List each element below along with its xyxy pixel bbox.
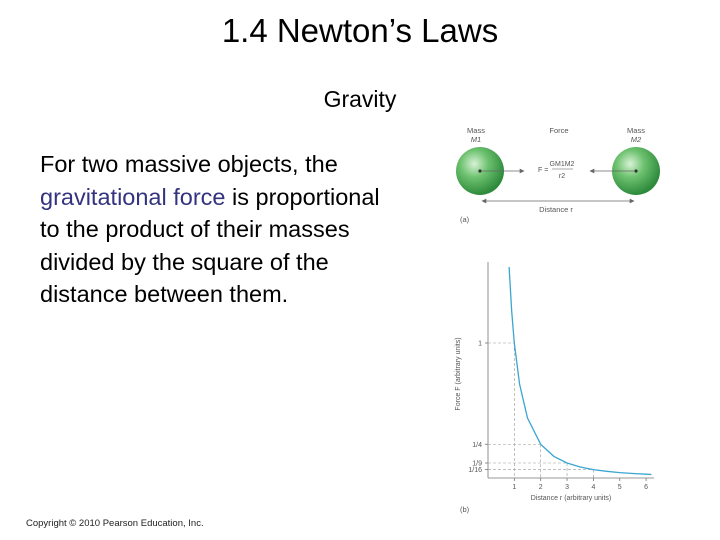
formula-numerator: GM1M2 — [550, 161, 575, 168]
y-tick-label: 1 — [478, 341, 482, 348]
x-tick-label: 6 — [644, 484, 648, 491]
body-paragraph: For two massive objects, the gravitation… — [40, 148, 400, 311]
force-curve — [508, 267, 652, 476]
mass-right-label: Mass — [627, 126, 645, 135]
x-tick-label: 5 — [618, 484, 622, 491]
formula-denominator: r2 — [559, 173, 565, 180]
slide-title: 1.4 Newton’s Laws — [221, 12, 499, 49]
body-text-part2: is proportional to the product of their … — [40, 183, 380, 308]
gravity-figure: Mass M1 Force Mass M2 GM1M2 F = r2 Dista… — [440, 118, 720, 518]
mass-left-center — [478, 169, 482, 173]
panel-a-label: (a) — [460, 215, 470, 224]
gravity-figure-svg: Mass M1 Force Mass M2 GM1M2 F = r2 Dista… — [455, 126, 660, 514]
y-axis-label: Force F (arbitrary units) — [455, 337, 462, 410]
force-distance-chart: Force F (arbitrary units) Distance r (ar… — [455, 262, 654, 514]
highlight-term: gravitational force — [40, 183, 226, 210]
mass-left-symbol: M1 — [471, 135, 481, 144]
distance-label: Distance r — [539, 205, 573, 214]
mass-right-symbol: M2 — [631, 135, 642, 144]
y-tick-label: 1/9 — [472, 461, 482, 468]
mass-left-label: Mass — [467, 126, 485, 135]
y-tick-label: 1/4 — [472, 442, 482, 449]
x-axis-label: Distance r (arbitrary units) — [531, 495, 612, 502]
x-tick-label: 3 — [565, 484, 569, 491]
slide-subtitle: Gravity — [323, 86, 397, 112]
panel-b-label: (b) — [460, 505, 470, 514]
force-label: Force — [549, 126, 568, 135]
formula-lhs: F = — [538, 167, 548, 174]
copyright-notice: Copyright © 2010 Pearson Education, Inc. — [26, 518, 204, 529]
body-text-part1: For two massive objects, the — [40, 151, 338, 177]
y-tick-label: 1/16 — [468, 467, 482, 474]
mass-right-center — [634, 169, 638, 173]
x-tick-label: 1 — [512, 484, 516, 491]
x-tick-label: 2 — [539, 484, 543, 491]
x-tick-label: 4 — [591, 484, 595, 491]
